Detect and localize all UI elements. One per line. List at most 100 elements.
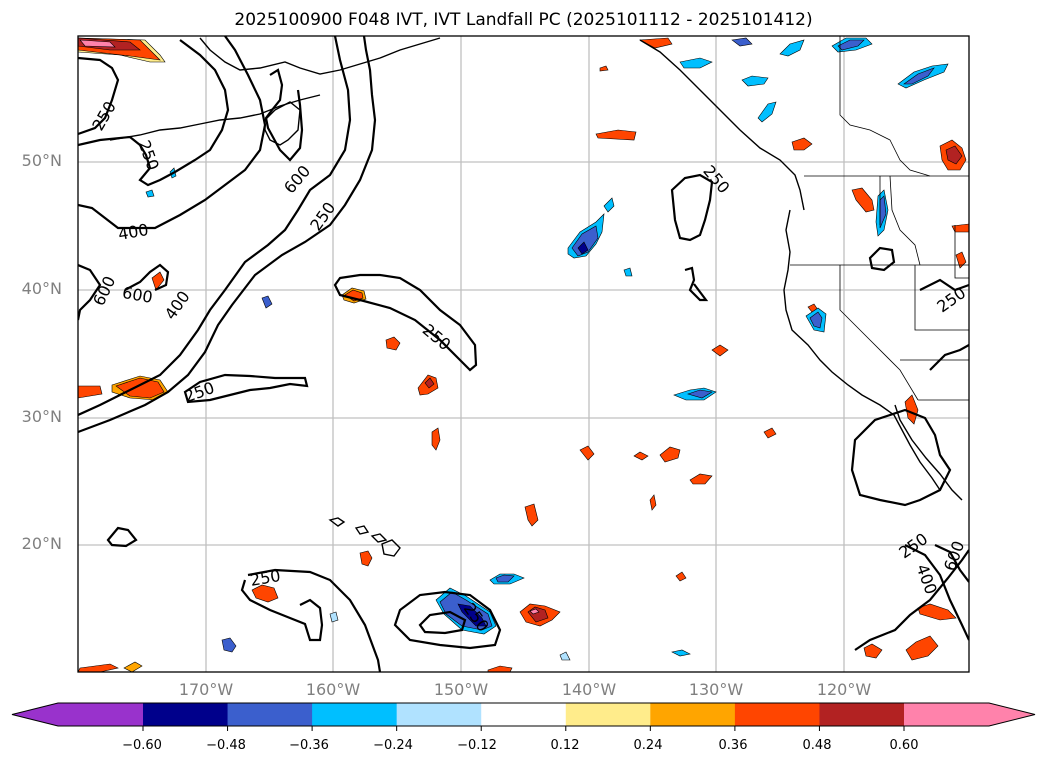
colorbar-tick-label: −0.60 [112,738,172,753]
pc-patch [330,612,338,622]
pc-patch [864,644,882,658]
pc-patch [905,395,918,424]
lat-label-20n: 20°N [2,534,62,553]
contour-label: 600 [89,273,119,309]
coastline-baja [895,405,962,500]
pc-patch [712,345,728,356]
coastline-aleutians [110,95,320,140]
ivt-contour-250 [930,345,969,370]
pc-patch [852,188,874,212]
colorbar-tick-label: −0.48 [196,738,256,753]
contour-label: 250 [306,198,339,234]
lon-label-140w: 140°W [549,680,629,699]
pc-patch [758,102,776,122]
colorbar-extend-max [904,703,1035,726]
pc-patch [780,40,804,56]
lon-label-130w: 130°W [676,680,756,699]
lat-label-50n: 50°N [2,151,62,170]
colorbar-extend-min [12,703,143,726]
colorbar-segment [481,703,566,726]
pc-patch [650,495,656,510]
ivt-contour-250 [108,528,136,546]
lat-label-40n: 40°N [2,279,62,298]
colorbar-tick-label: −0.12 [447,738,507,753]
ivt-contour-250 [685,268,706,300]
colorbar-tick-label: 0.48 [787,738,847,753]
map-frame [78,36,969,672]
pc-patch [146,190,154,197]
pc-patch [604,198,614,212]
colorbar-segment [312,703,397,726]
lat-label-30n: 30°N [2,407,62,426]
pc-patch [78,386,102,398]
pc-patch [660,447,680,462]
pc-patch [624,268,632,276]
ivt-contour-250 [870,248,894,270]
contour-label: 400 [912,562,940,597]
pc-patch [124,662,142,672]
pc-patch [792,138,812,150]
contour-label: 250 [182,378,217,406]
colorbar-segment [566,703,651,726]
contour-label: 250 [933,283,969,316]
pc-patch [386,337,400,350]
contour-label: 250 [699,161,733,197]
pc-patch [918,604,956,620]
gridlines [78,36,969,672]
contour-label: 400 [117,220,150,244]
contour-labels: 250 250 400 600 600 250 600 400 250 250 … [88,98,969,635]
contour-label: 600 [121,283,154,307]
pc-patch [488,666,512,672]
pc-patch [764,428,776,438]
colorbar-tick-label: −0.36 [279,738,339,753]
pc-patch [680,58,712,68]
ivt-contour-600 [266,70,302,160]
coastline-alaska [200,38,440,74]
pc-patch [672,650,690,656]
pc-patch [956,252,966,268]
coastline-alaska-peninsula [265,102,300,145]
pc-patch [360,551,372,566]
lon-label-150w: 150°W [421,680,501,699]
colorbar-segment [819,703,904,726]
contour-label: 600 [940,538,968,573]
pc-patch [525,504,538,526]
pc-patch [580,446,594,460]
pc-patch [78,664,118,672]
lon-label-120w: 120°W [804,680,884,699]
contour-label: 250 [249,566,282,590]
pc-patch [600,66,608,71]
pc-patch [906,636,938,660]
pc-patch [742,76,768,86]
colorbar-tick-label: 0.60 [874,738,934,753]
ivt-contour-250 [672,175,712,240]
colorbar-segment [397,703,482,726]
pc-patch [262,296,272,308]
pc-patch [560,652,570,660]
pc-patch [676,572,686,581]
coastline-hawaii [330,518,400,556]
colorbar-tick-label: 0.36 [703,738,763,753]
colorbar-segment [228,703,313,726]
ivt-contours [78,36,969,672]
ivt-contour-250 [852,410,950,505]
lon-label-170w: 170°W [166,680,246,699]
colorbar-tick-label: −0.24 [363,738,423,753]
contour-label: 400 [161,287,194,323]
pc-patch [732,38,752,46]
border-alaska-canada [840,36,930,176]
colorbar-segment [735,703,820,726]
colorbar-tick-label: 0.12 [535,738,595,753]
positive-anomaly-patches [78,38,969,672]
pc-patch [596,130,636,140]
lon-label-160w: 160°W [293,680,373,699]
pc-patch [634,452,648,460]
colorbar [12,703,1035,731]
pc-patch [690,474,712,484]
pc-patch [952,224,969,232]
contour-label: 250 [134,138,162,173]
pc-patch [222,638,236,652]
colorbar-segment [650,703,735,726]
pc-patch [432,428,440,450]
